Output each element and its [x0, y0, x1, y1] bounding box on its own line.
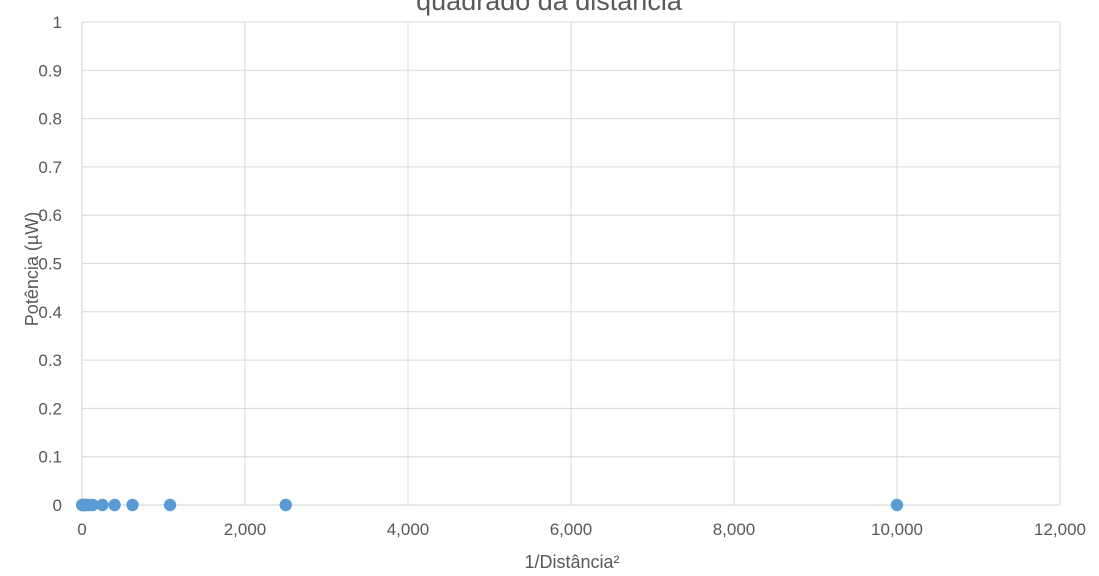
y-tick-label: 0.6 — [38, 206, 62, 225]
y-tick-label: 0.4 — [38, 303, 62, 322]
x-tick-label: 6,000 — [550, 520, 593, 539]
x-tick-label: 4,000 — [387, 520, 430, 539]
x-tick-label: 2,000 — [224, 520, 267, 539]
y-tick-label: 0.2 — [38, 399, 62, 418]
chart-title: quadrado da distância — [416, 0, 683, 16]
y-tick-label: 0.8 — [38, 110, 62, 129]
data-point — [126, 498, 139, 512]
y-tick-label: 0.5 — [38, 255, 62, 274]
y-tick-label: 0 — [53, 496, 62, 515]
x-axis-title: 1/Distância² — [524, 552, 619, 572]
grid — [82, 21, 1061, 505]
x-tick-label: 12,000 — [1034, 520, 1086, 539]
data-points — [75, 498, 904, 512]
tick-labels: 0 2,000 4,000 6,000 8,000 10,000 12,000 0 0.1 0.2… — [38, 13, 1086, 539]
data-point — [279, 498, 292, 512]
data-point — [86, 498, 99, 512]
y-tick-label: 0.9 — [38, 61, 62, 80]
y-tick-label: 1 — [53, 13, 62, 32]
x-tick-label: 8,000 — [713, 520, 756, 539]
data-point — [163, 498, 177, 512]
y-axis-title: Potência (µW) — [22, 212, 42, 326]
y-tick-label: 0.1 — [38, 448, 62, 467]
data-point — [108, 498, 121, 512]
y-tick-label: 0.3 — [38, 351, 62, 370]
data-point — [890, 498, 904, 512]
y-tick-label: 0.7 — [38, 158, 62, 177]
x-tick-label: 10,000 — [871, 520, 923, 539]
x-tick-label: 0 — [77, 520, 86, 539]
data-point — [96, 498, 109, 512]
